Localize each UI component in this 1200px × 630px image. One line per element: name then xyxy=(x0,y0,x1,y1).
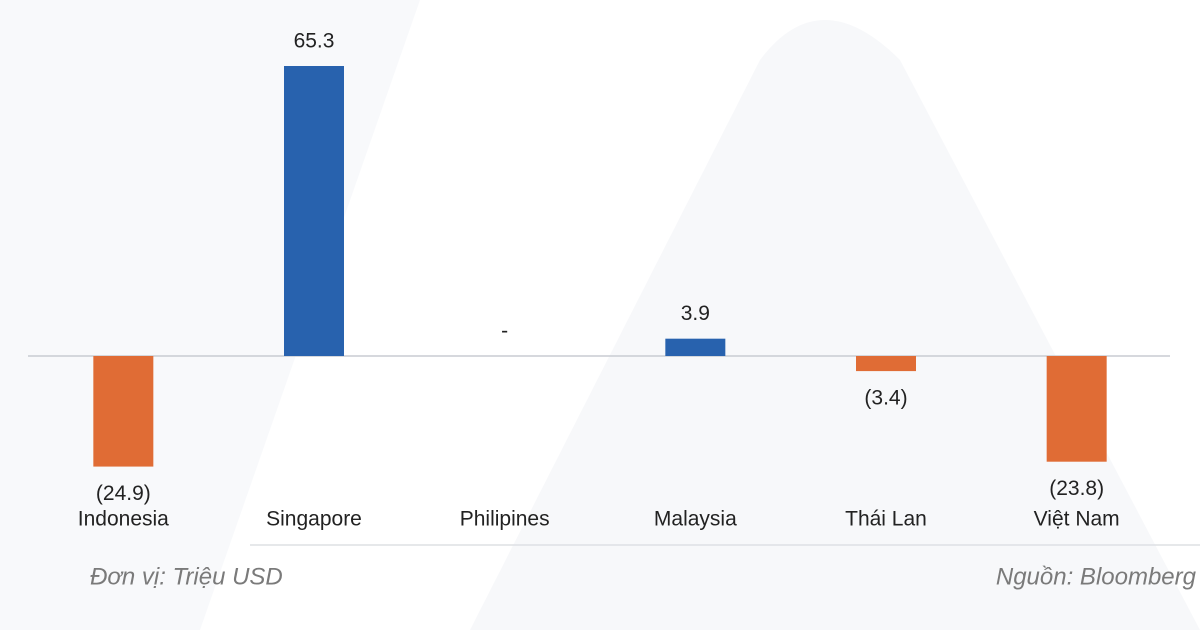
bar xyxy=(856,356,916,372)
x-tick-label: Philipines xyxy=(460,508,550,531)
x-tick-label: Thái Lan xyxy=(845,508,927,531)
x-tick-label: Singapore xyxy=(266,508,362,531)
source: Nguồn: Bloomberg xyxy=(996,563,1197,590)
x-tick-label: Malaysia xyxy=(654,508,737,531)
bar xyxy=(1046,356,1107,462)
data-label: (23.8) xyxy=(1049,477,1104,500)
data-label: (24.9) xyxy=(96,482,151,505)
data-label: 3.9 xyxy=(681,302,710,325)
data-label: - xyxy=(501,320,508,343)
unit-note: Đơn vị: Triệu USD xyxy=(90,563,283,590)
watermark-shape xyxy=(0,0,420,630)
data-label: 65.3 xyxy=(294,30,335,53)
x-tick-label: Indonesia xyxy=(78,508,169,531)
bar xyxy=(665,338,726,356)
x-tick-label: Việt Nam xyxy=(1034,508,1120,531)
watermark-shape xyxy=(470,20,1200,630)
bar xyxy=(93,356,154,467)
data-label: (3.4) xyxy=(864,387,907,410)
bar xyxy=(284,66,344,356)
